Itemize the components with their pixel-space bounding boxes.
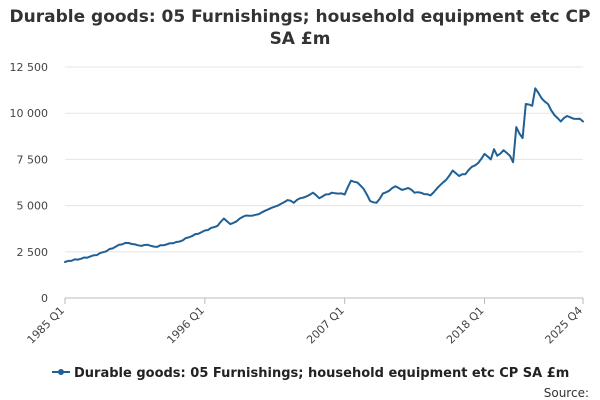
y-tick-label: 0	[41, 292, 48, 305]
x-tick-label: 2025 Q4	[543, 304, 586, 347]
source-label: Source:	[544, 386, 589, 400]
chart-title: Durable goods: 05 Furnishings; household…	[9, 7, 591, 49]
y-tick-label: 2 500	[17, 246, 49, 259]
legend[interactable]: Durable goods: 05 Furnishings; household…	[52, 366, 569, 381]
x-axis: 1985 Q1 1996 Q1 2007 Q1 2018 Q1 2025 Q4	[25, 298, 586, 347]
legend-label: Durable goods: 05 Furnishings; household…	[74, 366, 569, 381]
y-tick-label: 5 000	[17, 200, 49, 213]
x-tick-label: 2007 Q1	[304, 304, 347, 347]
y-tick-label: 10 000	[10, 107, 49, 120]
y-axis: 0 2 500 5 000 7 500 10 000 12 500	[10, 61, 49, 305]
x-tick-label: 1996 Q1	[164, 304, 207, 347]
x-tick-label: 2018 Q1	[444, 304, 487, 347]
x-tick-label: 1985 Q1	[25, 304, 68, 347]
series-group	[64, 87, 584, 263]
y-tick-label: 7 500	[17, 153, 49, 166]
series-line[interactable]	[64, 87, 584, 263]
grid-lines	[65, 66, 583, 299]
legend-swatch-marker	[58, 369, 64, 375]
y-tick-label: 12 500	[10, 61, 49, 74]
